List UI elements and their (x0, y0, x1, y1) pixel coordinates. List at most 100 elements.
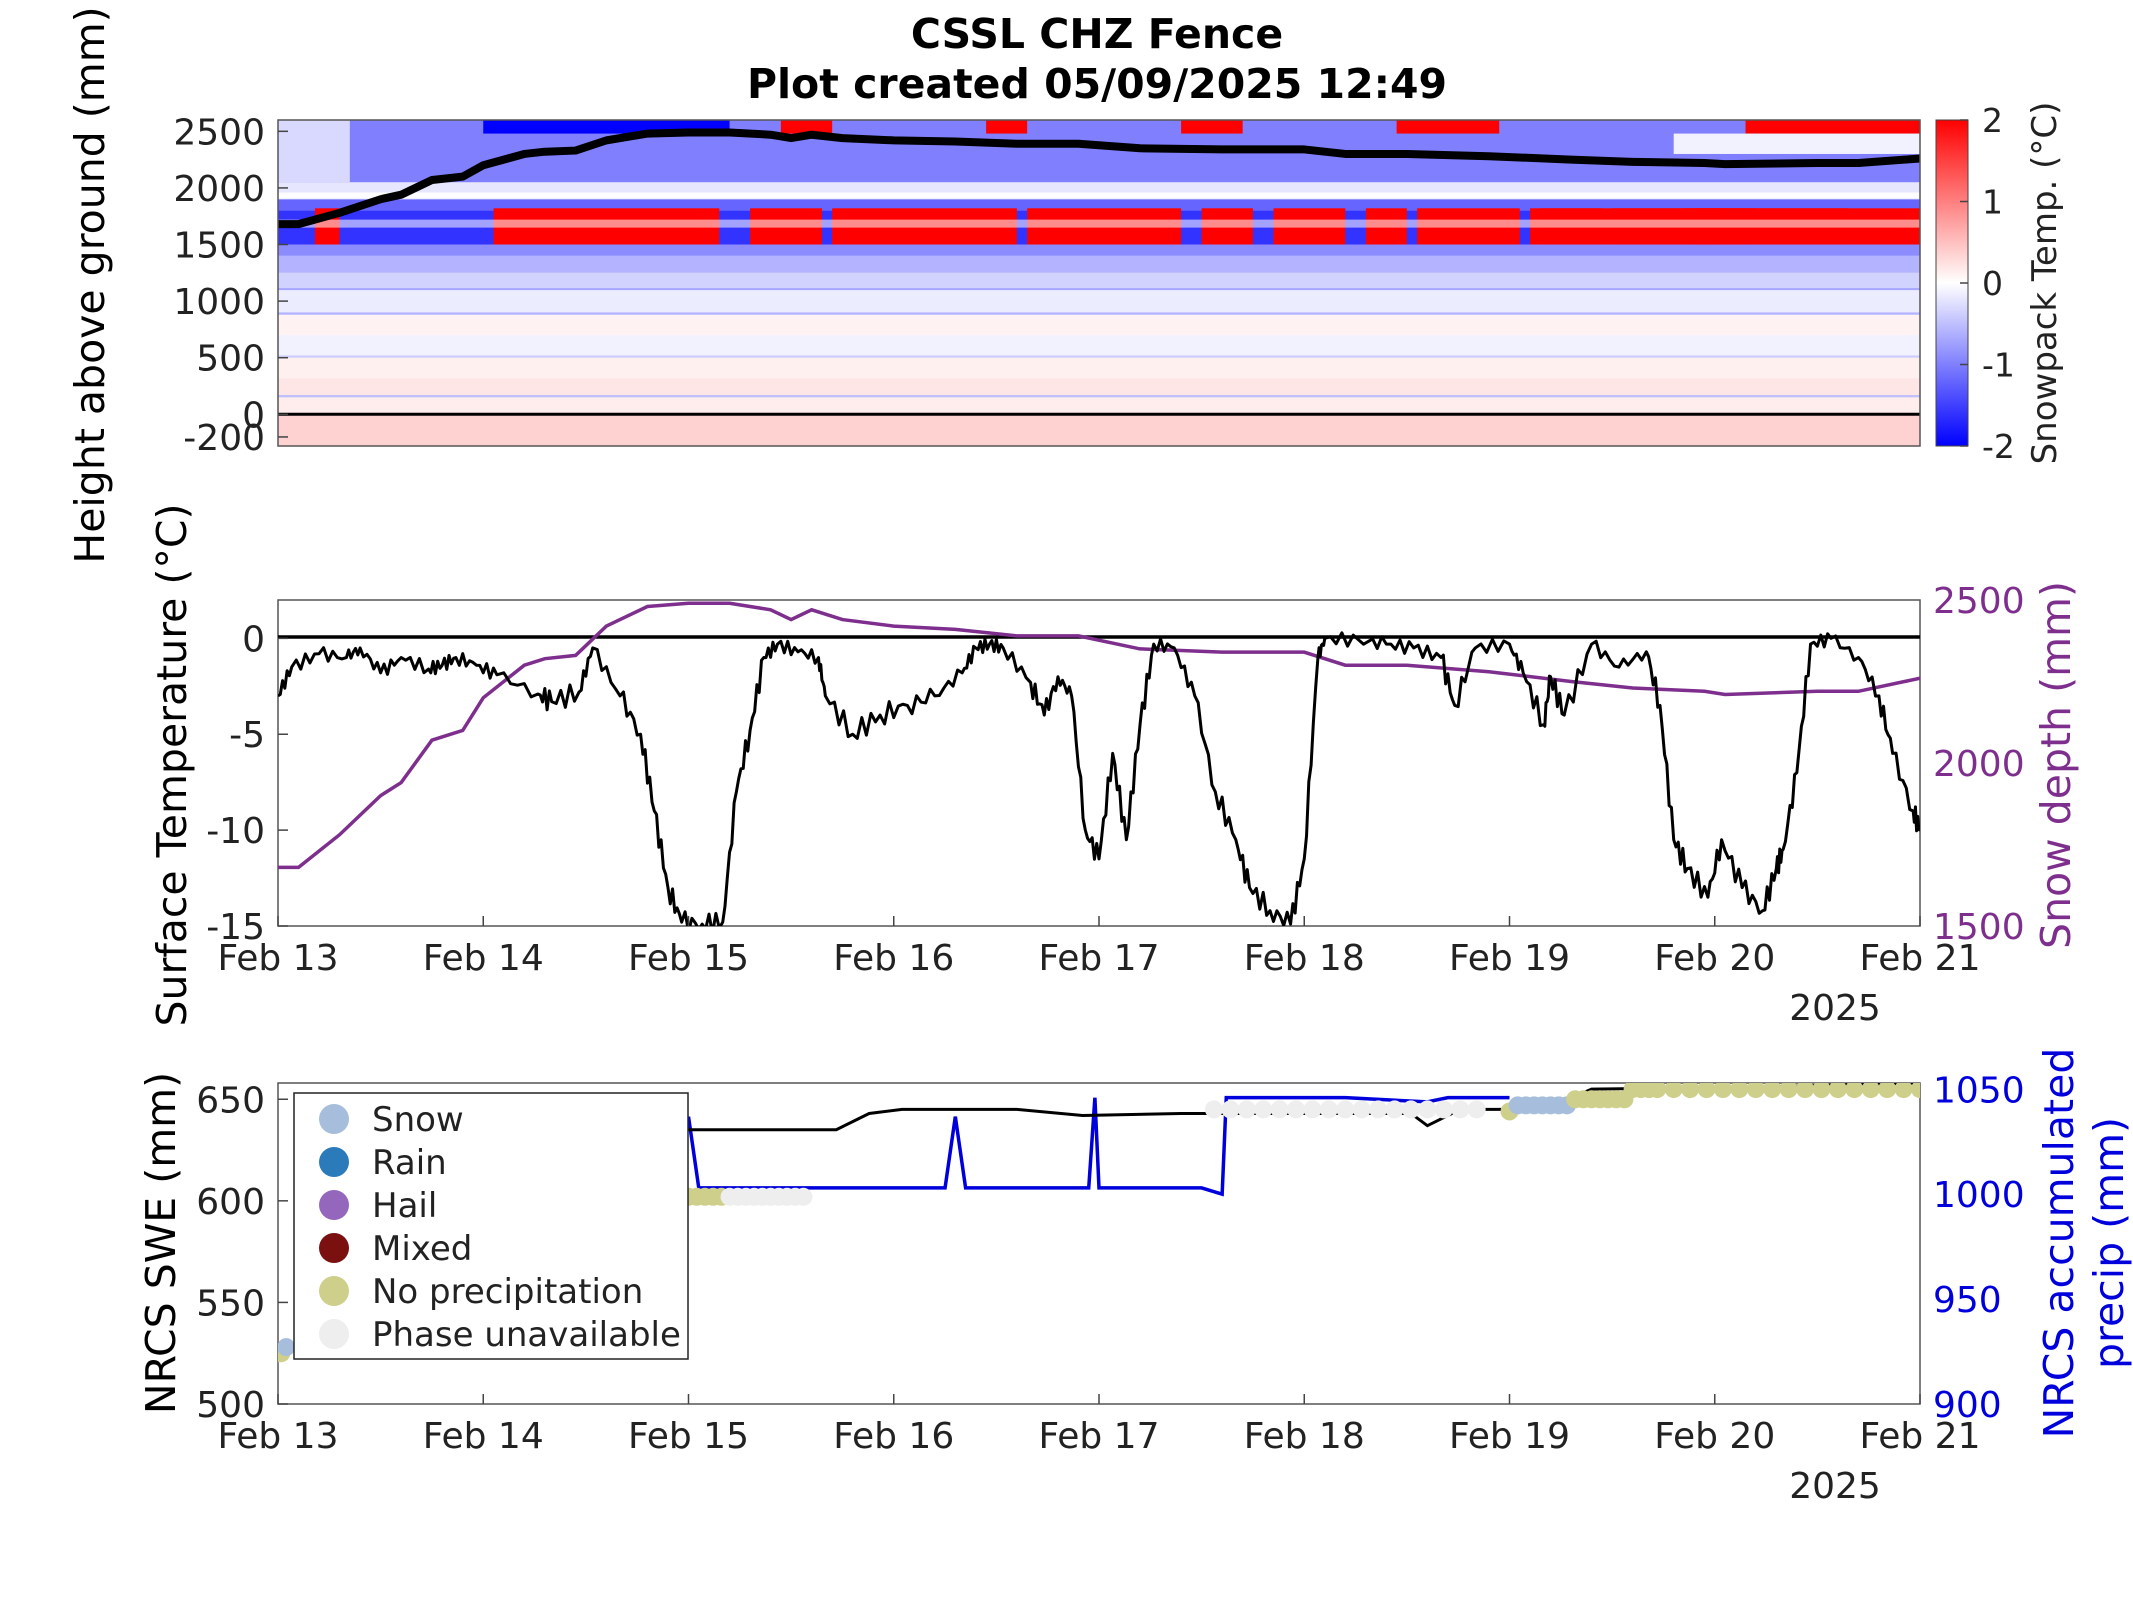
legend-marker (319, 1147, 349, 1177)
x-tick-label: Feb 16 (833, 938, 954, 979)
y-tick-label: 0 (242, 395, 265, 436)
year-label: 2025 (1789, 988, 1881, 1029)
phase-point (1204, 1100, 1223, 1119)
height-axis-label: Height above ground (mm) (66, 6, 114, 563)
phase-point (1697, 1083, 1716, 1099)
x-tick-label: Feb 14 (423, 1416, 544, 1457)
precip-axis-label-line1: NRCS accumulated (2035, 1048, 2083, 1439)
phase-point (1828, 1083, 1847, 1099)
x-tick-label: Feb 21 (1860, 938, 1981, 979)
legend-label: Snow (372, 1100, 464, 1140)
legend-marker (319, 1319, 349, 1349)
phase-point (1418, 1100, 1437, 1119)
heatmap-warm-cell (1396, 120, 1500, 134)
heatmap-band (278, 289, 1920, 315)
y2-tick-label: 1000 (1933, 1175, 2025, 1216)
x-tick-label: Feb 17 (1039, 1416, 1160, 1457)
y-tick-label: -5 (229, 715, 265, 756)
swe-panel: Feb 13 Feb 14 Feb 15 Feb 16 Feb 17 Feb 18 Feb … (137, 1048, 2133, 1507)
phase-point (1730, 1083, 1749, 1099)
heatmap-y-ticks: -2000 500 1000 1500 2000 2500 (173, 112, 288, 459)
y-tick-label: -200 (183, 418, 265, 459)
phase-point (1369, 1100, 1388, 1119)
phase-point (1878, 1083, 1897, 1099)
surface-temp-axis-label: Surface Temperature (°C) (148, 503, 196, 1026)
y-tick-label: 600 (196, 1182, 265, 1223)
phase-point (1237, 1100, 1256, 1119)
chart-subtitle: Plot created 05/09/2025 12:49 (747, 60, 1447, 108)
heatmap-warm-cell (986, 120, 1028, 134)
heatmap-cell (278, 120, 350, 183)
year-label-bottom: 2025 (1789, 1466, 1881, 1507)
chart-title: CSSL CHZ Fence (911, 10, 1283, 58)
snow-depth-line (278, 128, 1921, 229)
heatmap-stripe (278, 219, 1920, 228)
snow-depth-y-ticks: 2500 2000 1500 (1933, 581, 2025, 948)
colorbar-tick-label: -2 (1982, 427, 2015, 466)
heatmap-band (278, 199, 1920, 211)
heatmap-band (278, 378, 1920, 398)
heatmap-stripe (278, 192, 1920, 199)
precip-y-ticks: 1050 1000 950 900 (1933, 1070, 2025, 1426)
phase-point (1779, 1083, 1798, 1099)
phase-point (1845, 1083, 1864, 1099)
phase-point (1270, 1100, 1289, 1119)
x-tick-label: Feb 14 (423, 938, 544, 979)
phase-point (1746, 1083, 1765, 1099)
x-tick-label: Feb 16 (833, 1416, 954, 1457)
heatmap-band (278, 414, 1920, 446)
heatmap-frame (277, 119, 1921, 447)
y-tick-label: 1500 (173, 226, 265, 267)
y2-tick-label: 900 (1933, 1385, 2002, 1426)
y-tick-label: 1000 (173, 282, 265, 323)
legend-label: Hail (372, 1186, 437, 1226)
heatmap-cell (1673, 133, 1920, 154)
x-tick-label: Feb 20 (1654, 1416, 1775, 1457)
y2-tick-label: 950 (1933, 1280, 2002, 1321)
y-tick-label: 500 (196, 339, 265, 380)
heatmap-stripe (278, 288, 1920, 291)
phase-point (1434, 1100, 1453, 1119)
surface-temp-series (278, 631, 1920, 926)
y-tick-label: 550 (196, 1283, 265, 1324)
heatmap-band (278, 335, 1920, 358)
phase-point (1352, 1100, 1371, 1119)
phase-point (1401, 1100, 1420, 1119)
x-tick-label: Feb 13 (218, 938, 339, 979)
heatmap-stripe (278, 355, 1920, 358)
x-tick-label: Feb 19 (1449, 1416, 1570, 1457)
phase-point (1861, 1083, 1880, 1099)
x-tick-label: Feb 21 (1860, 1416, 1981, 1457)
heatmap-band (278, 397, 1920, 415)
heatmap-warm-cell (780, 120, 833, 134)
heatmap-stripe (278, 312, 1920, 315)
surface-temperature-panel: Feb 13 Feb 14 Feb 15 Feb 16 Feb 17 Feb 18 Feb … (148, 503, 2080, 1029)
phase-point (1796, 1083, 1815, 1099)
surface-x-ticks: Feb 13 Feb 14 Feb 15 Feb 16 Feb 17 Feb 18 Feb … (218, 916, 1981, 979)
snow-depth-series (278, 601, 1920, 870)
x-tick-label: Feb 15 (628, 1416, 749, 1457)
legend-marker (319, 1190, 349, 1220)
phase-point (1303, 1100, 1322, 1119)
phase-point (1763, 1083, 1782, 1099)
phase-point (1385, 1100, 1404, 1119)
y-tick-label: 500 (196, 1385, 265, 1426)
legend-marker (319, 1104, 349, 1134)
phase-point (1336, 1100, 1355, 1119)
heatmap-band (278, 244, 1920, 256)
y-tick-label: 2500 (173, 112, 265, 153)
phase-point (1681, 1083, 1700, 1099)
x-tick-label: Feb 13 (218, 1416, 339, 1457)
colorbar-tick-label: -1 (1982, 346, 2015, 385)
precip-series (686, 1095, 1510, 1197)
colorbar-tick-label: 1 (1982, 183, 2003, 222)
x-tick-label: Feb 17 (1039, 938, 1160, 979)
y-tick-label: 0 (242, 619, 265, 660)
y2-tick-label: 1050 (1933, 1070, 2025, 1111)
phase-point (1319, 1100, 1338, 1119)
heatmap-band (278, 272, 1920, 290)
legend-marker (319, 1233, 349, 1263)
y-tick-label: 2000 (173, 169, 265, 210)
